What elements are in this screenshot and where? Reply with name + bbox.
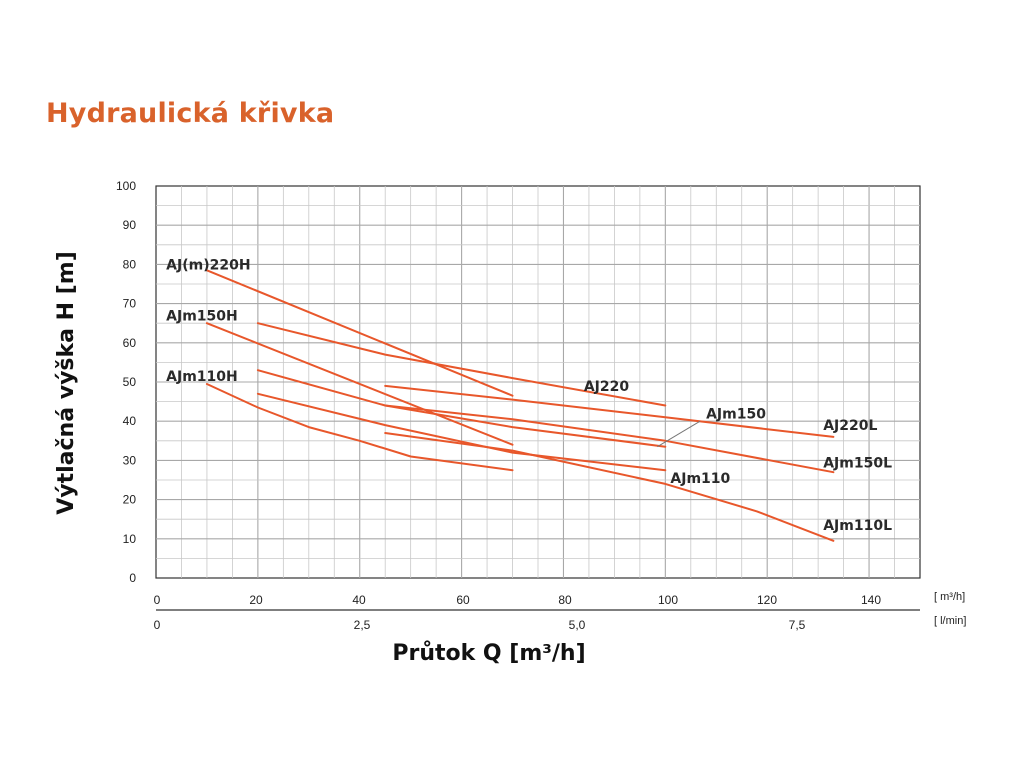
series-line-ajm150l [384, 404, 835, 474]
x-tick-label-top: 100 [658, 593, 678, 607]
x-tick-label-bottom: 5,0 [569, 618, 586, 632]
x-tick-label-bottom: 7,5 [789, 618, 806, 632]
x-tick-label-bottom: 0 [154, 618, 161, 632]
x-tick-label-bottom: 2,5 [354, 618, 371, 632]
series-labels: AJ(m)220H AJm150H AJm110H AJ220 AJm150 AJm110… [166, 257, 892, 534]
y-tick-label: 0 [129, 571, 136, 585]
series-line-ajm110 [256, 392, 667, 472]
x-tick-label-top: 120 [757, 593, 777, 607]
y-tick-label: 40 [123, 414, 137, 428]
series-line-ajm150 [256, 369, 667, 448]
x-tick-label-top: 40 [352, 593, 366, 607]
y-tick-label: 30 [123, 453, 137, 467]
series-line-ajm150h [205, 322, 514, 446]
grid-layer [155, 185, 921, 611]
x-tick-label-top: 80 [558, 593, 572, 607]
series-line-ajm110h [205, 383, 514, 472]
series-line-aj-m-220h [205, 269, 514, 397]
y-tick-label: 60 [123, 336, 137, 350]
y-tick-label: 90 [123, 218, 137, 232]
series-label-ajm150l: AJm150L [823, 455, 892, 471]
series-line-aj220l [384, 384, 835, 438]
series-label-ajm150: AJm150 [706, 406, 766, 422]
x-tick-label-top: 0 [154, 593, 161, 607]
series-label-ajm110: AJm110 [670, 471, 730, 487]
x-tick-label-top: 20 [249, 593, 263, 607]
y-axis-ticks: 0 10 20 30 40 50 60 70 80 90 100 [116, 179, 136, 585]
series-layer [205, 269, 835, 542]
y-tick-label: 100 [116, 179, 136, 193]
x-axis-ticks-bottom: 0 2,5 5,0 7,5 [154, 618, 806, 632]
series-line-ajm110l [384, 432, 835, 542]
series-label-ajm110l: AJm110L [823, 518, 892, 534]
series-label-aj220: AJ220 [584, 379, 630, 395]
x-tick-label-top: 140 [861, 593, 881, 607]
leader-line [657, 420, 701, 448]
series-line-aj220 [256, 322, 667, 407]
series-label-ajm110h: AJm110H [166, 369, 238, 385]
series-label-ajm150h: AJm150H [166, 308, 238, 324]
x-axis-title: Průtok Q [m³/h] [392, 641, 585, 666]
x-axis-ticks-top: 0 20 40 60 80 100 120 140 [154, 593, 882, 607]
y-tick-label: 50 [123, 375, 137, 389]
series-label-aj220l: AJ220L [823, 418, 877, 434]
y-tick-label: 10 [123, 532, 137, 546]
x-tick-label-top: 60 [456, 593, 470, 607]
y-tick-label: 70 [123, 297, 137, 311]
y-axis-title: Výtlačná výška H [m] [54, 251, 79, 515]
y-tick-label: 20 [123, 493, 137, 507]
y-tick-label: 80 [123, 257, 137, 271]
page-title: Hydraulická křivka [46, 98, 335, 129]
x-unit-top: [ m³/h] [934, 591, 965, 603]
x-unit-bottom: [ l/min] [934, 615, 966, 627]
series-label-aj-m-220h: AJ(m)220H [166, 257, 250, 273]
